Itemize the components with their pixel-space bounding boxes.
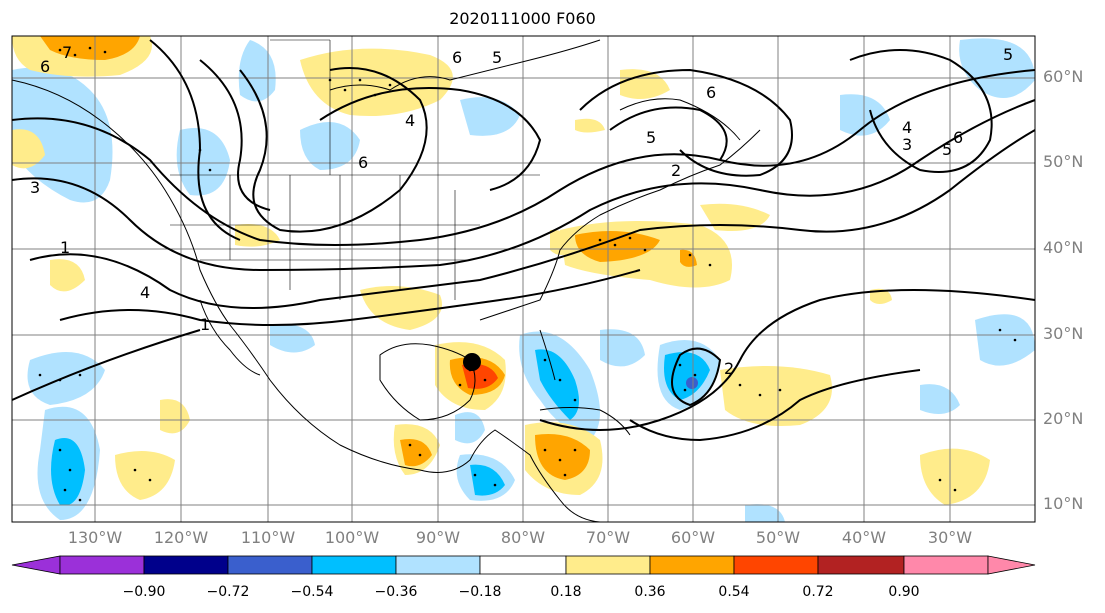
lat-label: 10°N bbox=[1043, 494, 1084, 513]
lon-label: 40°W bbox=[841, 528, 887, 547]
contour-label: 4 bbox=[140, 283, 150, 302]
lon-label: 130°W bbox=[67, 528, 123, 547]
colorbar-tick-label: −0.54 bbox=[290, 584, 334, 600]
colorbar-tick-label: −0.90 bbox=[122, 584, 166, 600]
colorbar-tick-label: 0.18 bbox=[550, 584, 582, 600]
lat-label: 60°N bbox=[1043, 67, 1084, 86]
colorbar-tick-label: −0.72 bbox=[206, 584, 250, 600]
lon-label: 100°W bbox=[324, 528, 380, 547]
colorbar-segment bbox=[817, 555, 905, 575]
contour-label: 3 bbox=[30, 178, 40, 197]
colorbar-segment bbox=[733, 555, 819, 575]
lon-label: 120°W bbox=[153, 528, 209, 547]
colorbar-segment bbox=[565, 555, 651, 575]
state-borders bbox=[170, 39, 540, 300]
colorbar-segment bbox=[479, 555, 567, 575]
significance-stippling bbox=[38, 46, 1017, 502]
colorbar-segment bbox=[227, 555, 313, 575]
contour-labels: 6 6 5 4 6 6 5 2 4 3 5 5 6 3 1 4 1 2 7 bbox=[30, 43, 1013, 378]
colorbar-tick-label: −0.18 bbox=[458, 584, 502, 600]
contour-label: 5 bbox=[942, 140, 952, 159]
lon-label: 70°W bbox=[585, 528, 631, 547]
min-anomaly-core bbox=[686, 377, 698, 389]
lat-label: 20°N bbox=[1043, 409, 1084, 428]
colorbar-tick-label: 0.90 bbox=[888, 584, 920, 600]
contour-label: 7 bbox=[62, 43, 72, 62]
contour-label: 6 bbox=[706, 83, 716, 102]
colorbar bbox=[11, 555, 1036, 575]
colorbar-extend-high bbox=[987, 555, 1036, 575]
colorbar-segment bbox=[649, 555, 735, 575]
colorbar-tick-label: 0.54 bbox=[718, 584, 750, 600]
contour-label: 6 bbox=[358, 153, 368, 172]
colorbar-extend-low bbox=[11, 555, 61, 575]
contour-label: 3 bbox=[902, 135, 912, 154]
colorbar-tick-label: 0.72 bbox=[802, 584, 834, 600]
coastlines bbox=[11, 39, 761, 523]
lon-label: 50°W bbox=[755, 528, 801, 547]
storm-center-dot bbox=[463, 353, 481, 371]
lon-label: 110°W bbox=[240, 528, 296, 547]
contour-label: 2 bbox=[671, 161, 681, 180]
colorbar-segment bbox=[143, 555, 229, 575]
colorbar-segment bbox=[311, 555, 397, 575]
contour-label: 2 bbox=[724, 359, 734, 378]
lon-label: 80°W bbox=[500, 528, 546, 547]
colorbar-tick-label: 0.36 bbox=[634, 584, 666, 600]
contour-label: 6 bbox=[953, 128, 963, 147]
lon-label: 60°W bbox=[670, 528, 716, 547]
lat-label: 30°N bbox=[1043, 324, 1084, 343]
contour-label: 5 bbox=[1003, 45, 1013, 64]
map-title: 2020111000 F060 bbox=[449, 9, 596, 28]
contour-label: 6 bbox=[40, 57, 50, 76]
lat-label: 40°N bbox=[1043, 238, 1084, 257]
contour-lines bbox=[11, 39, 1036, 442]
lat-label: 50°N bbox=[1043, 152, 1084, 171]
contour-label: 5 bbox=[492, 48, 502, 67]
lon-label: 90°W bbox=[415, 528, 461, 547]
contour-label: 5 bbox=[646, 128, 656, 147]
colorbar-segment bbox=[59, 555, 145, 575]
colorbar-segment bbox=[903, 555, 989, 575]
map-frame bbox=[11, 35, 1036, 523]
contour-label: 1 bbox=[200, 315, 210, 334]
colorbar-segment bbox=[395, 555, 481, 575]
colorbar-tick-label: −0.36 bbox=[374, 584, 418, 600]
lon-label: 30°W bbox=[927, 528, 973, 547]
contour-label: 4 bbox=[405, 111, 415, 130]
contour-label: 1 bbox=[60, 238, 70, 257]
contour-label: 6 bbox=[452, 48, 462, 67]
contour-label: 4 bbox=[902, 118, 912, 137]
